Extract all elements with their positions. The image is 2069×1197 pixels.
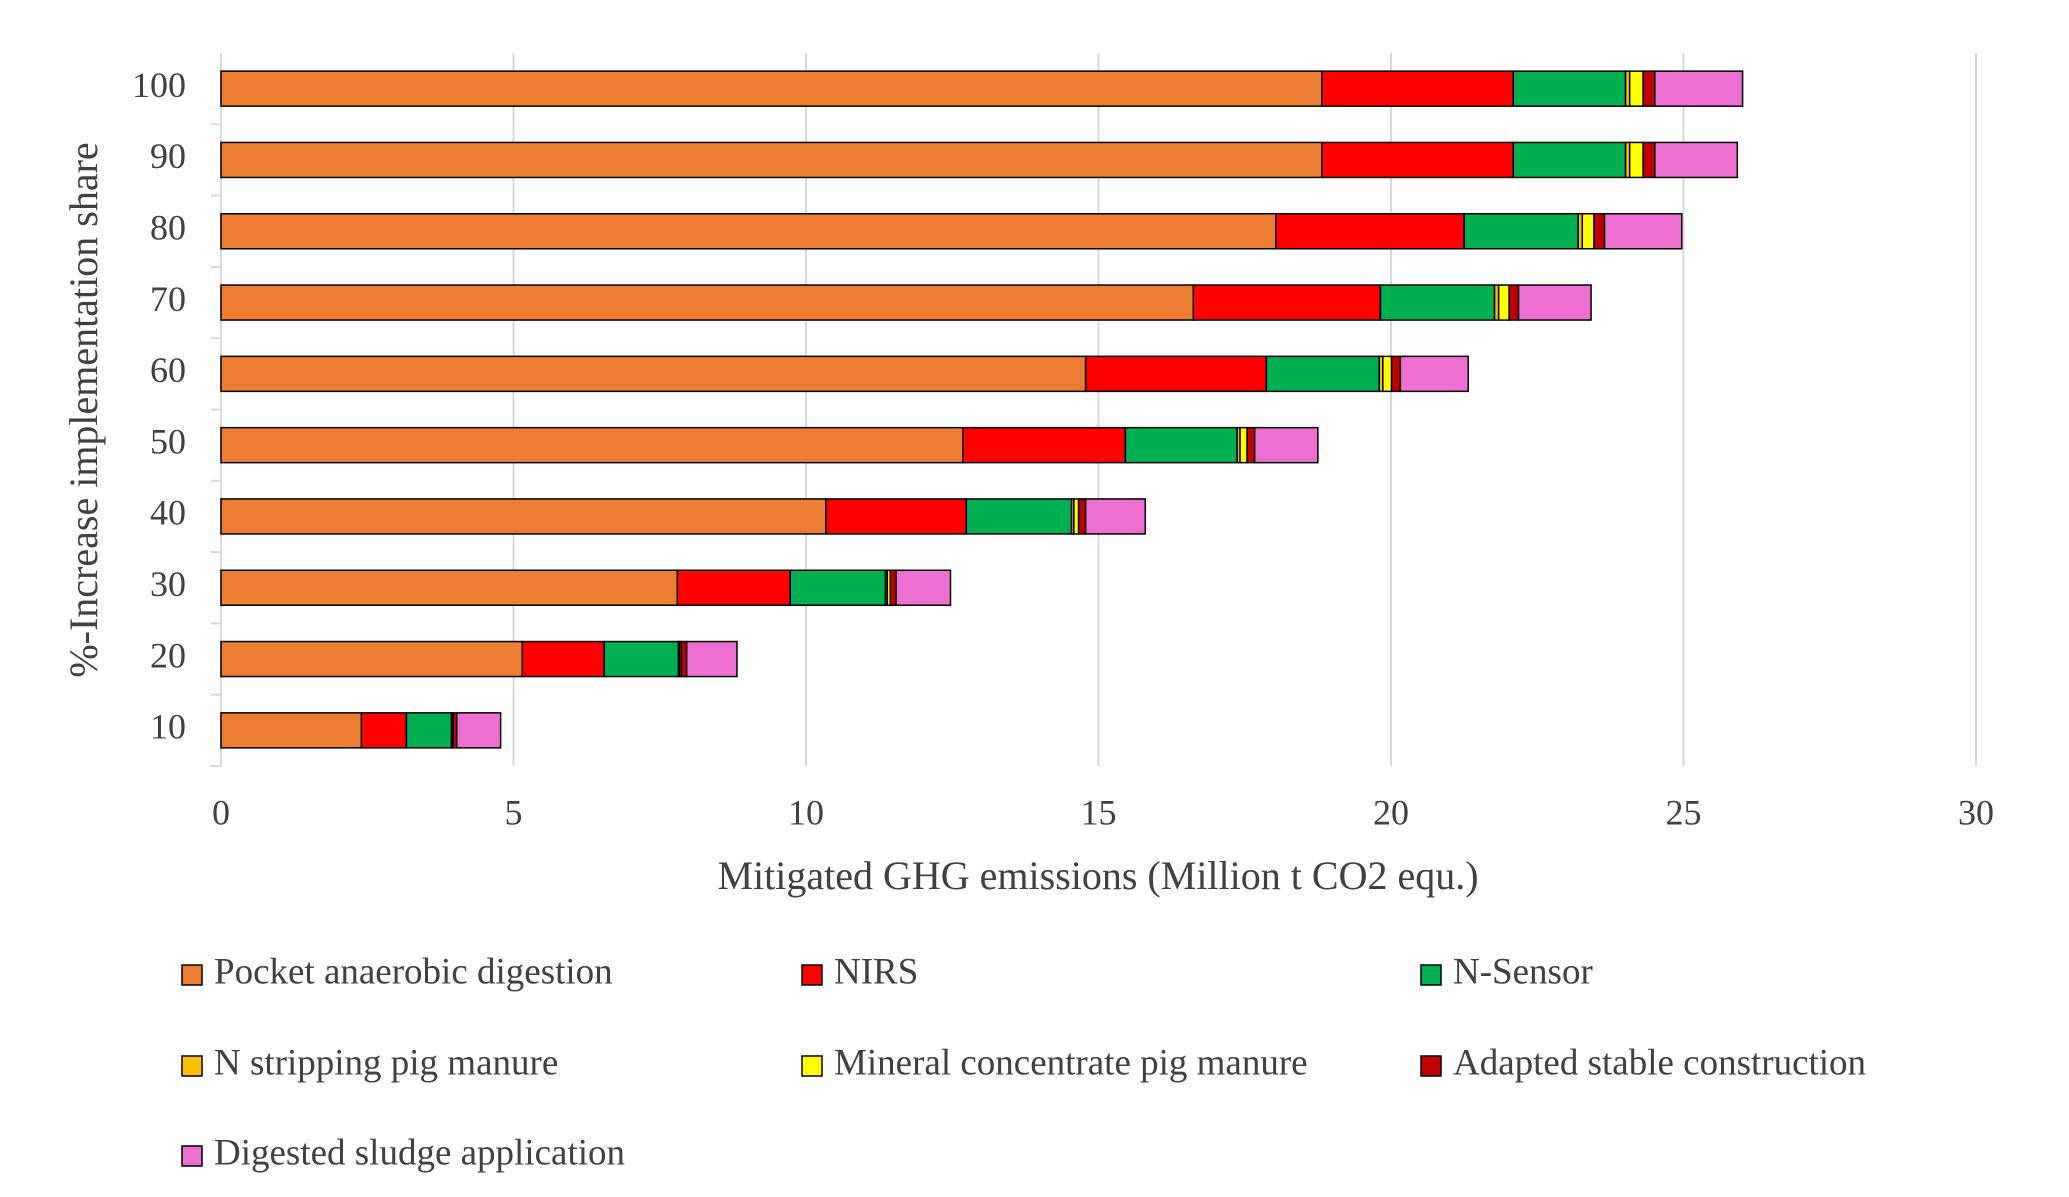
y-tick-label: 80 <box>150 208 186 248</box>
bar-segment <box>1642 70 1656 107</box>
bar-segment <box>220 712 363 749</box>
bar-segment <box>789 569 887 606</box>
bar-segment <box>1399 355 1469 393</box>
bar-segment <box>685 640 738 678</box>
y-tick-label: 50 <box>150 421 186 461</box>
legend-swatch <box>1420 964 1442 986</box>
bar-segment <box>1497 284 1510 321</box>
legend-label: Pocket anaerobic digestion <box>214 951 613 992</box>
bar-segment <box>1379 284 1496 321</box>
y-tick-label: 40 <box>150 493 186 533</box>
legend-swatch <box>181 1145 203 1167</box>
legend-swatch <box>801 964 823 986</box>
legend-label: Adapted stable construction <box>1453 1042 1866 1083</box>
legend-label: Mineral concentrate pig manure <box>834 1042 1308 1083</box>
bar-segment <box>1581 213 1595 250</box>
x-tick-label: 30 <box>1958 792 1994 832</box>
x-tick-label: 15 <box>1081 792 1117 832</box>
bar-segment <box>405 712 453 749</box>
y-tick-label: 100 <box>132 65 186 105</box>
bar-segment <box>1593 213 1606 250</box>
x-tick-label: 0 <box>212 792 230 832</box>
bar-segment <box>220 426 964 464</box>
bar-segment <box>1508 284 1520 321</box>
bar-segment <box>676 569 791 606</box>
bar-segment <box>895 569 952 606</box>
legend-swatch <box>181 1055 203 1077</box>
bar-segment <box>220 640 524 678</box>
legend-label: Digested sludge application <box>214 1132 625 1173</box>
bar-segment <box>1628 141 1644 179</box>
bar-segment <box>1654 70 1744 107</box>
bar-segment <box>1642 141 1656 179</box>
y-tick-label: 60 <box>150 350 186 390</box>
bar-segment <box>1084 498 1147 535</box>
bar-segment <box>1077 498 1087 535</box>
legend-swatch <box>181 964 203 986</box>
bar-segment <box>220 355 1087 393</box>
bar-segment <box>1084 355 1268 393</box>
bar-segment <box>220 284 1195 321</box>
bar-segment <box>1321 141 1515 179</box>
bar-segment <box>1390 355 1402 393</box>
bar-segment <box>220 213 1277 250</box>
bar-segment <box>360 712 408 749</box>
y-axis-title: %-Increase implementation share <box>61 142 106 677</box>
bar-segment <box>1603 213 1683 250</box>
bar-segment <box>1265 355 1381 393</box>
bar-segment <box>1321 70 1515 107</box>
legend-label: NIRS <box>834 951 918 992</box>
bar-segment <box>1124 426 1238 464</box>
bar-segment <box>1517 284 1592 321</box>
bar-segment <box>456 712 502 749</box>
y-tick-label: 10 <box>150 707 186 747</box>
bar-segment <box>1253 426 1319 464</box>
bar-segment <box>889 569 897 606</box>
x-tick-label: 25 <box>1666 792 1702 832</box>
bar-segment <box>1275 213 1465 250</box>
bar-segment <box>1512 141 1627 179</box>
legend-label: N-Sensor <box>1453 951 1593 992</box>
x-tick-label: 5 <box>505 792 523 832</box>
bar-segment <box>1512 70 1627 107</box>
legend-swatch <box>801 1055 823 1077</box>
legend-swatch <box>1420 1055 1442 1077</box>
bar-segment <box>521 640 605 678</box>
bar-segment <box>1246 426 1256 464</box>
legend-label: N stripping pig manure <box>214 1042 558 1083</box>
bar-segment <box>680 640 688 678</box>
bar-segment <box>220 70 1323 107</box>
bar-segment <box>220 141 1323 179</box>
y-tick-label: 30 <box>150 564 186 604</box>
y-tick-label: 90 <box>150 136 186 176</box>
bar-segment <box>220 498 827 535</box>
bar-segment <box>965 498 1073 535</box>
x-axis-title: Mitigated GHG emissions (Million t CO2 e… <box>717 853 1478 898</box>
bar-segment <box>603 640 680 678</box>
bar-segment <box>220 569 679 606</box>
bar-segment <box>825 498 968 535</box>
bar-segment <box>962 426 1127 464</box>
bar-segment <box>1654 141 1739 179</box>
y-tick-label: 70 <box>150 279 186 319</box>
bar-segment <box>1628 70 1644 107</box>
bar-segment <box>1382 355 1393 393</box>
x-tick-label: 10 <box>788 792 824 832</box>
bar-segment <box>1239 426 1248 464</box>
bar-segment <box>1192 284 1382 321</box>
bar-segment <box>1463 213 1579 250</box>
y-tick-label: 20 <box>150 635 186 675</box>
x-tick-label: 20 <box>1373 792 1409 832</box>
